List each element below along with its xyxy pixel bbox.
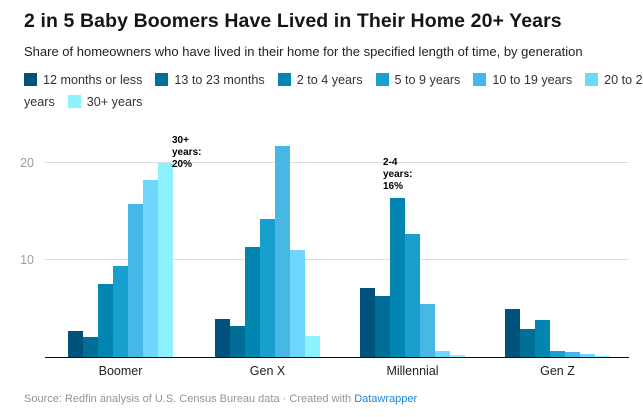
bar-gen-z-12-months-or-less (505, 309, 520, 357)
legend-swatch-icon (585, 73, 599, 86)
legend-item: 20 to 29 (585, 73, 643, 87)
bar-millennial-5-to-9-years (405, 234, 420, 357)
bar-boomer-2-to-4-years (98, 284, 113, 357)
legend-label: 13 to 23 months (174, 73, 265, 87)
x-axis-category-label: Millennial (386, 364, 439, 378)
bar-millennial-20-to-29-years (435, 351, 450, 357)
bar-gen-z-30-years (595, 356, 610, 357)
bar-millennial-30-years (450, 355, 465, 357)
footer-separator: · (279, 393, 290, 405)
legend-swatch-icon (67, 95, 81, 108)
bar-gen-z-2-to-4-years (535, 320, 550, 357)
bar-millennial-2-to-4-years (390, 198, 405, 357)
bar-boomer-10-to-19-years (128, 204, 143, 357)
y-axis-tick-label: 10 (20, 252, 34, 267)
legend-label: 20 to 29 (604, 73, 643, 87)
legend-item: 2 to 4 years (277, 73, 363, 87)
bar-gen-x-5-to-9-years (260, 219, 275, 357)
legend-row-1: 12 months or less 13 to 23 months 2 to 4 y… (24, 69, 643, 91)
bar-millennial-13-to-23-months (375, 296, 390, 357)
bar-gen-x-30-years (305, 336, 320, 357)
annotation: 2-4 years: 16% (383, 157, 413, 192)
bar-gen-x-2-to-4-years (245, 247, 260, 357)
bar-gen-x-13-to-23-months (230, 326, 245, 357)
y-axis-tick-label: 20 (20, 155, 34, 170)
datawrapper-link[interactable]: Datawrapper (354, 393, 418, 405)
annotation: 30+ years: 20% (172, 135, 202, 170)
legend-item: 13 to 23 months (155, 73, 265, 87)
legend-swatch-icon (155, 73, 169, 86)
bar-boomer-13-to-23-months (83, 337, 98, 357)
legend-swatch-icon (375, 73, 389, 86)
bar-boomer-12-months-or-less (68, 331, 83, 357)
legend-item: 30+ years (67, 95, 143, 109)
bar-millennial-10-to-19-years (420, 304, 435, 357)
bar-boomer-30-years (158, 163, 173, 357)
gridline (45, 258, 629, 260)
chart-subtitle: Share of homeowners who have lived in th… (24, 44, 583, 59)
bar-gen-x-12-months-or-less (215, 319, 230, 357)
legend-label: 30+ years (86, 95, 143, 109)
source-text: Source: Redfin analysis of U.S. Census B… (24, 393, 280, 405)
legend-label: years (24, 95, 55, 109)
legend-item: 5 to 9 years (375, 73, 461, 87)
legend-label: 5 to 9 years (394, 73, 461, 87)
x-axis-category-label: Boomer (98, 364, 143, 378)
legend-row-2: years 30+ years (24, 91, 636, 113)
legend-swatch-icon (24, 73, 37, 86)
bar-boomer-5-to-9-years (113, 266, 128, 357)
bar-gen-x-20-to-29-years (290, 250, 305, 357)
bar-boomer-20-to-29-years (143, 180, 158, 357)
gridline (45, 161, 629, 163)
legend-label: 12 months or less (43, 73, 143, 87)
legend-label: 2 to 4 years (296, 73, 363, 87)
bar-gen-z-20-to-29-years (580, 354, 595, 357)
x-axis-category-label: Gen Z (540, 364, 575, 378)
bar-gen-z-10-to-19-years (565, 352, 580, 357)
x-axis-category-label: Gen X (249, 364, 286, 378)
created-with-text: Created with (289, 393, 355, 405)
plot-area: 10 20 Boomer Gen X Millennial Gen Z 30+ years: 2… (20, 130, 629, 378)
bar-millennial-12-months-or-less (360, 288, 375, 357)
legend-swatch-icon (277, 73, 291, 86)
legend-swatch-icon (473, 73, 487, 86)
legend-item: 10 to 19 years (473, 73, 572, 87)
legend-item: 12 months or less (24, 73, 142, 87)
bar-gen-x-10-to-19-years (275, 146, 290, 357)
legend-label: 10 to 19 years (492, 73, 573, 87)
legend: 12 months or less 13 to 23 months 2 to 4 y… (24, 69, 643, 113)
bar-gen-z-13-to-23-months (520, 329, 535, 357)
bar-gen-z-5-to-9-years (550, 351, 565, 357)
footer: Source: Redfin analysis of U.S. Census B… (24, 393, 624, 405)
chart-title: 2 in 5 Baby Boomers Have Lived in Their … (24, 10, 562, 32)
